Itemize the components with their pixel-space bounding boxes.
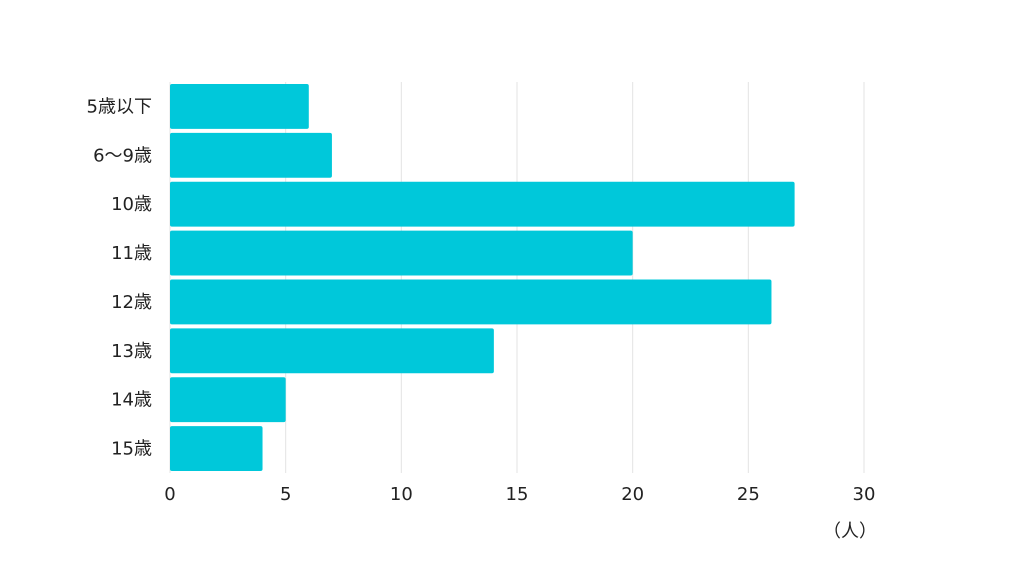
- category-label-0: 5歳以下: [87, 96, 152, 117]
- x-tick-label-6: 30: [853, 484, 876, 505]
- category-label-6: 14歳: [111, 390, 152, 411]
- bar-5: [170, 328, 494, 374]
- category-label-7: 15歳: [111, 439, 152, 460]
- x-tick-label-3: 15: [506, 484, 529, 505]
- bar-4: [170, 279, 772, 325]
- x-axis-unit-label: （人）: [823, 521, 877, 542]
- x-tick-label-2: 10: [390, 484, 413, 505]
- x-tick-label-1: 5: [280, 484, 291, 505]
- category-label-1: 6〜9歳: [93, 145, 152, 166]
- x-tick-label-0: 0: [164, 484, 175, 505]
- bars: [170, 84, 795, 471]
- bar-7: [170, 426, 263, 471]
- category-label-5: 13歳: [111, 341, 152, 362]
- bar-6: [170, 377, 286, 423]
- bar-3: [170, 230, 633, 276]
- category-label-3: 11歳: [111, 243, 152, 264]
- category-label-2: 10歳: [111, 194, 152, 215]
- x-tick-label-4: 20: [621, 484, 644, 505]
- category-label-4: 12歳: [111, 292, 152, 313]
- category-labels: 5歳以下 6〜9歳 10歳 11歳 12歳 13歳 14歳 15歳: [87, 96, 152, 459]
- bar-0: [170, 84, 309, 129]
- x-tick-labels: 0 5 10 15 20 25 30: [164, 484, 875, 505]
- bar-1: [170, 132, 332, 178]
- x-tick-label-5: 25: [737, 484, 760, 505]
- bar-2: [170, 181, 795, 227]
